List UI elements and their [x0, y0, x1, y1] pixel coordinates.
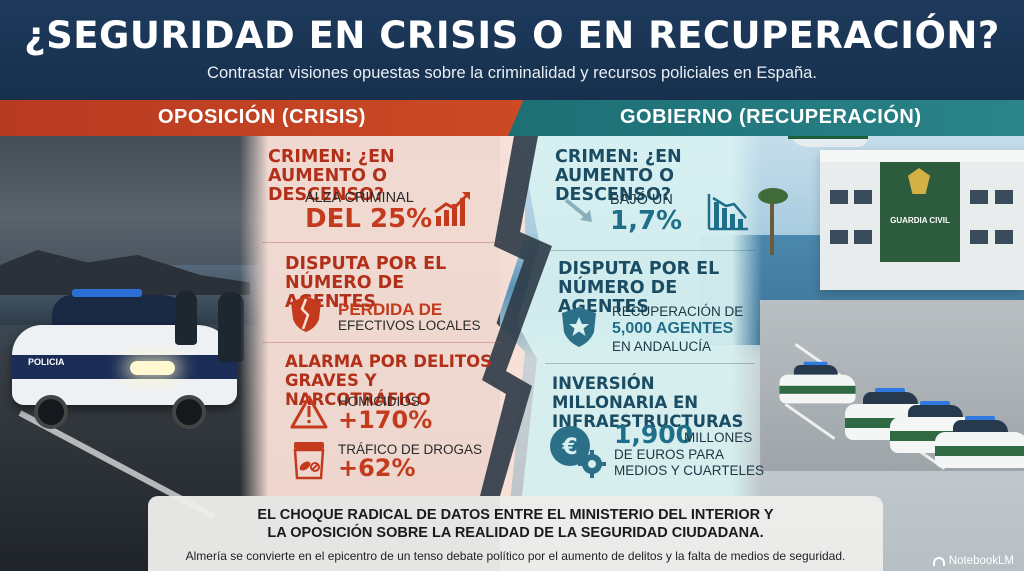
police-car-image: POLICIA: [12, 289, 237, 429]
palm-leaves: [758, 188, 788, 204]
officer-figure: [218, 292, 244, 362]
left-agents-label: EFECTIVOS LOCALES: [338, 318, 481, 333]
homicides-value: +170%: [338, 406, 433, 434]
conclusion-headline-line-1: EL CHOQUE RADICAL DE DATOS ENTRE EL MINI…: [257, 507, 774, 523]
broken-badge-icon: [291, 296, 321, 332]
opposition-panel: [240, 136, 525, 496]
palm-trunk: [770, 195, 774, 255]
right-agents-title: DISPUTA POR EL NÚMERO DE AGENTES: [558, 259, 720, 317]
building-sign: GUARDIA CIVIL: [890, 216, 950, 225]
government-header-bar: [508, 100, 1024, 136]
right-crime-value: 1,7%: [610, 206, 683, 236]
left-crime-value: DEL 25%: [305, 204, 433, 234]
pill-bag-icon: [293, 442, 325, 480]
opposition-heading: OPOSICIÓN (CRISIS): [158, 106, 366, 128]
government-heading: GOBIERNO (RECUPERACIÓN): [620, 106, 922, 128]
right-divider-2: [545, 363, 755, 364]
recovery-label: RECUPERACIÓN DE: [612, 304, 744, 319]
right-crime-title: CRIMEN: ¿EN AUMENTO O DESCENSO?: [555, 147, 682, 205]
investment-title: INVERSIÓN MILLONARIA EN INFRAESTRUCTURAS: [552, 374, 744, 431]
euro-gear-icon: €: [550, 426, 606, 478]
brand-name: NotebookLM: [948, 555, 1014, 567]
lightning-divider-icon: [480, 136, 552, 496]
conclusion-box: EL CHOQUE RADICAL DE DATOS ENTRE EL MINI…: [148, 496, 883, 571]
conclusion-headline-line-2: LA OPOSICIÓN SOBRE LA REALIDAD DE LA SEG…: [267, 525, 764, 541]
left-agents-value: PÉRDIDA DE: [338, 300, 443, 319]
svg-text:€: €: [561, 435, 577, 460]
recovery-region: EN ANDALUCÍA: [612, 339, 712, 354]
left-divider-1: [262, 242, 502, 243]
police-star-badge-icon: [562, 307, 596, 347]
left-divider-2: [262, 342, 502, 343]
left-alarm-title: ALARMA POR DELITOS GRAVES Y NARCOTRÁFICO: [285, 352, 493, 409]
right-divider-1: [545, 250, 755, 251]
warning-icon: [290, 395, 328, 429]
arrow-down-right-icon: [564, 198, 592, 222]
officer-figure: [175, 290, 197, 345]
guardia-civil-car: [779, 361, 856, 405]
investment-unit: MILLONES: [684, 430, 753, 445]
investment-label-1: DE EUROS PARA: [614, 447, 725, 462]
page-subtitle: Contrastar visiones opuestas sobre la cr…: [207, 64, 817, 82]
car-label: POLICIA: [28, 357, 65, 367]
trend-down-chart-icon: [707, 194, 748, 231]
recovery-value: 5,000 AGENTES: [612, 320, 734, 337]
conclusion-subtitle: Almería se convierte en el epicentro de …: [185, 549, 846, 563]
drugs-label: TRÁFICO DE DROGAS: [338, 442, 483, 457]
investment-label-2: MEDIOS Y CUARTELES: [614, 463, 765, 478]
guardia-civil-building: GUARDIA CIVIL: [820, 150, 1024, 290]
header-banner: ¿SEGURIDAD EN CRISIS O EN RECUPERACIÓN? …: [0, 0, 1024, 100]
notebooklm-logo: NotebookLM: [932, 555, 1014, 567]
opposition-header-bar: [0, 100, 525, 136]
right-crime-label: BAJÓ UN: [610, 192, 673, 208]
left-crime-label: ALZA CRIMINAL: [305, 190, 414, 206]
guardia-civil-car: [935, 416, 1024, 470]
drugs-value: +62%: [338, 454, 416, 482]
homicides-label: HOMICIDIOS: [338, 394, 420, 409]
page-title: ¿SEGURIDAD EN CRISIS O EN RECUPERACIÓN?: [24, 14, 1000, 57]
notebooklm-logo-icon: [932, 556, 945, 566]
investment-value: 1,900: [614, 420, 694, 449]
left-crime-title: CRIMEN: ¿EN AUMENTO O DESCENSO?: [268, 147, 395, 205]
trend-up-chart-icon: [434, 192, 470, 226]
guardia-civil-emblem-icon: [908, 168, 930, 194]
